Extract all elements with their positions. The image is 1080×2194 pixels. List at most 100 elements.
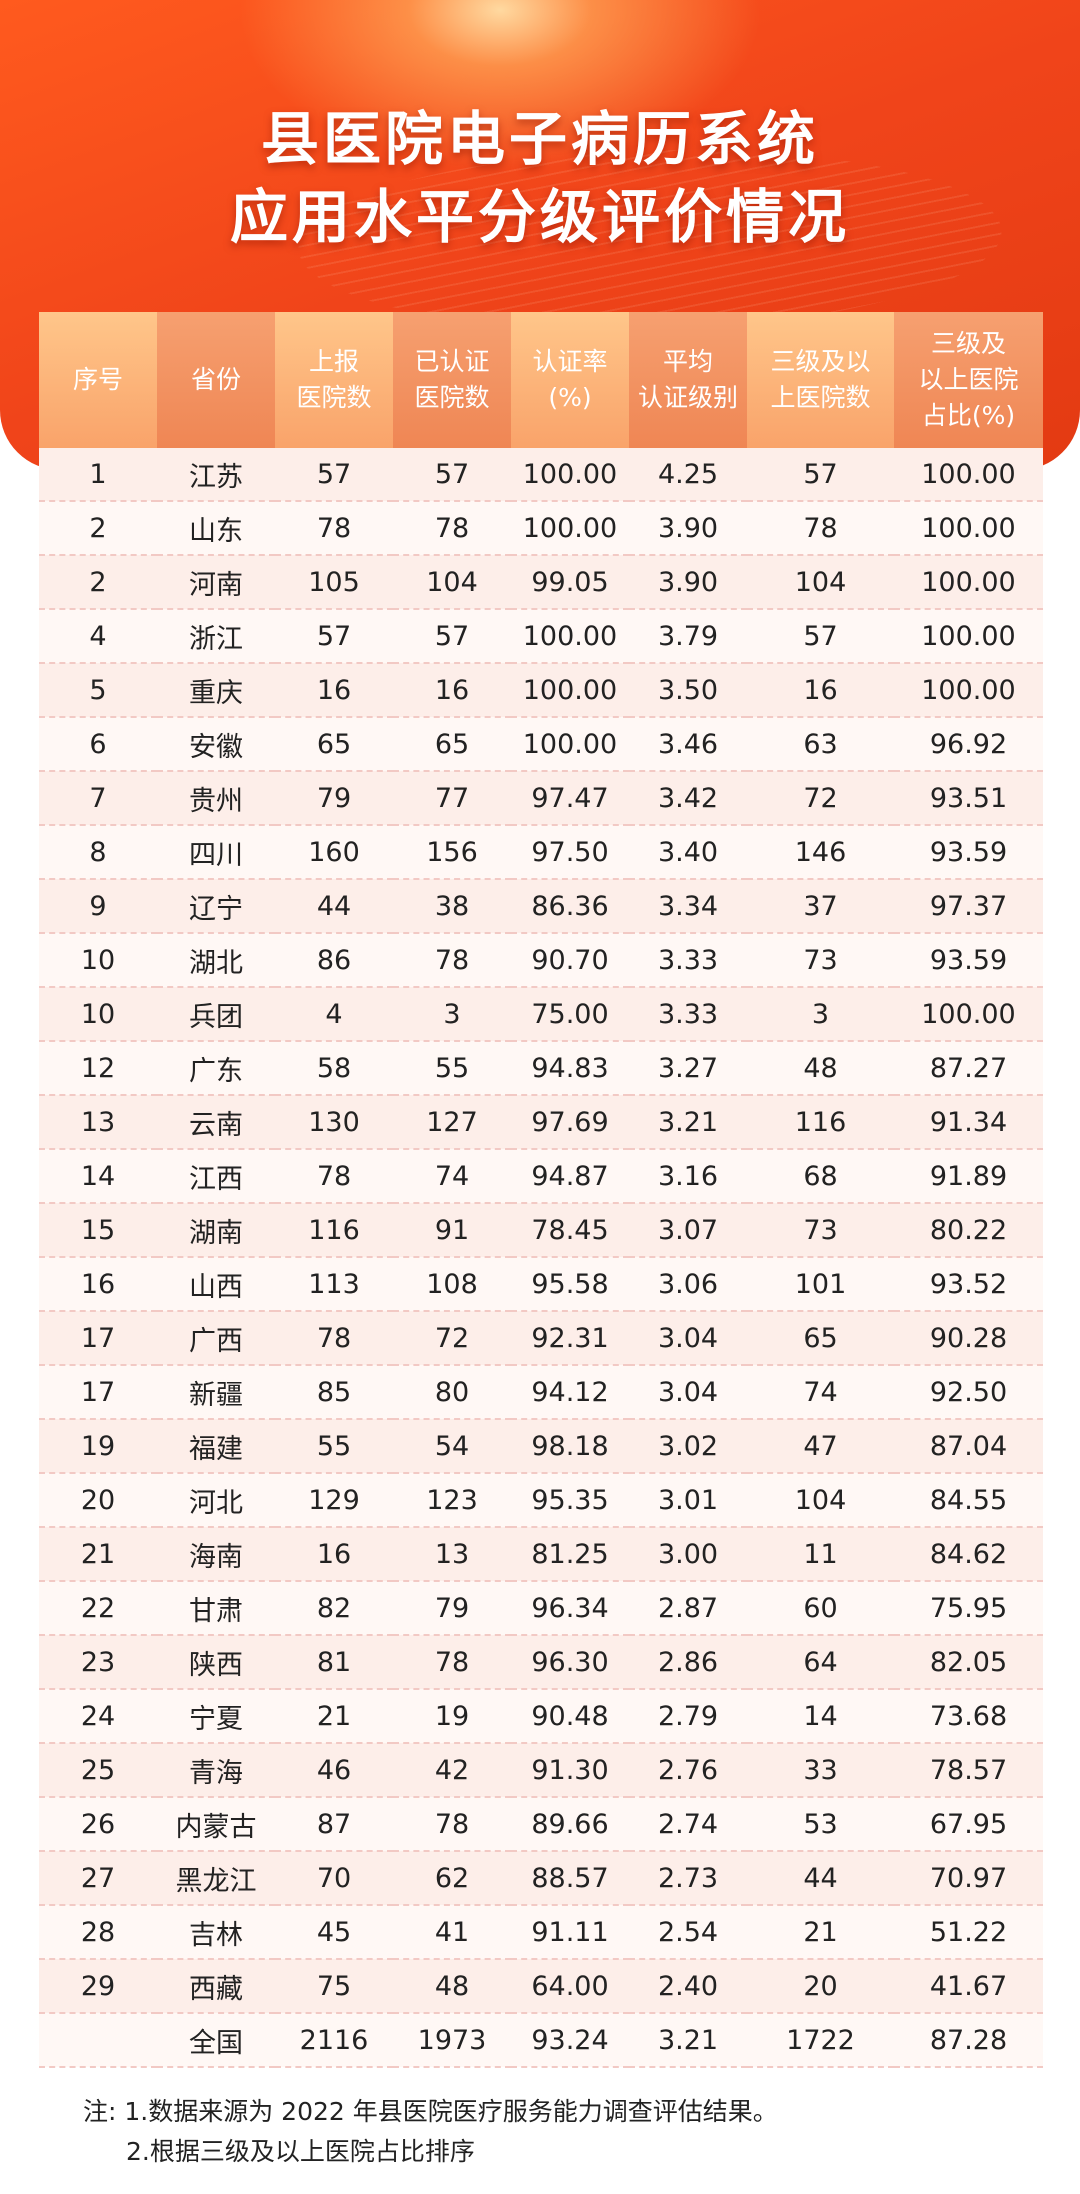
column-header-text: 认证率 [532,347,608,376]
table-cell: 90.28 [894,1311,1043,1366]
table-cell: 西藏 [157,1959,275,2014]
table-cell: 64.00 [511,1959,629,2014]
column-header-text: (%) [548,383,592,412]
column-header-text: 已认证 [414,347,490,376]
table-cell: 70.97 [894,1851,1043,1906]
column-header-text: 医院数 [414,383,490,412]
table-cell: 4.25 [629,448,747,502]
table-cell: 3.90 [629,555,747,610]
table-cell: 3.79 [629,609,747,664]
table-cell: 78 [275,1149,393,1204]
table-cell: 28 [39,1905,157,1960]
table-cell: 14 [39,1149,157,1204]
table-cell: 65 [393,717,511,772]
table-cell: 12 [39,1041,157,1096]
table-cell: 100.00 [511,609,629,664]
footnotes: 注: 1.数据来源为 2022 年县医院医疗服务能力调查评估结果。 2.根据三级… [83,2092,778,2172]
table-cell: 3.06 [629,1257,747,1312]
table-cell: 29 [39,1959,157,2014]
table-cell: 41 [393,1905,511,1960]
table-cell: 79 [393,1581,511,1636]
table-cell: 21 [275,1689,393,1744]
table-cell: 96.34 [511,1581,629,1636]
table-cell: 河北 [157,1473,275,1528]
table-cell: 82.05 [894,1635,1043,1690]
table-cell: 17 [39,1311,157,1366]
column-header-text: 三级及 [930,329,1006,358]
table-cell: 2.74 [629,1797,747,1852]
table-cell: 16 [393,663,511,718]
table-cell: 80.22 [894,1203,1043,1258]
table-cell: 96.92 [894,717,1043,772]
table-cell: 2.79 [629,1689,747,1744]
table-row: 8 四川 160 156 97.50 3.40 146 93.59 [39,825,1043,880]
table-cell: 91.30 [511,1743,629,1798]
table-cell: 1 [39,448,157,502]
table-cell: 45 [275,1905,393,1960]
column-header-text: 三级及以 [770,347,871,376]
table-cell: 129 [275,1473,393,1528]
table-cell: 2116 [275,2013,393,2068]
table-cell: 湖北 [157,933,275,988]
table-cell: 27 [39,1851,157,1906]
table-cell: 云南 [157,1095,275,1150]
table-cell: 101 [747,1257,894,1312]
table-row: 6 安徽 65 65 100.00 3.46 63 96.92 [39,717,1043,772]
table-cell: 10 [39,987,157,1042]
table-cell: 江西 [157,1149,275,1204]
table-row: 1 江苏 57 57 100.00 4.25 57 100.00 [39,448,1043,502]
table-cell: 75.95 [894,1581,1043,1636]
table-cell: 78 [393,1797,511,1852]
table-cell: 3.04 [629,1365,747,1420]
table-cell: 44 [275,879,393,934]
table-row: 26 内蒙古 87 78 89.66 2.74 53 67.95 [39,1797,1043,1852]
table-cell: 130 [275,1095,393,1150]
table-row: 2 河南 105 104 99.05 3.90 104 100.00 [39,555,1043,610]
column-header: 认证率 (%) [511,312,629,448]
table-header-row: 序号 省份 上报 医院数 已认证 医院数 认证率 (%) 平均 认证级别 三级及以 上医院数 三级及 以上… [39,312,1043,448]
table-cell: 33 [747,1743,894,1798]
table-cell: 福建 [157,1419,275,1474]
table-cell: 23 [39,1635,157,1690]
table-cell: 9 [39,879,157,934]
table-cell: 海南 [157,1527,275,1582]
table-cell: 6 [39,717,157,772]
table-cell: 84.55 [894,1473,1043,1528]
table-cell: 87.27 [894,1041,1043,1096]
table-cell: 13 [393,1527,511,1582]
table-cell: 山西 [157,1257,275,1312]
table-cell: 160 [275,825,393,880]
table-cell: 57 [747,448,894,502]
table-cell: 100.00 [894,501,1043,556]
table-cell: 95.35 [511,1473,629,1528]
footnote-2: 2.根据三级及以上医院占比排序 [126,2137,475,2166]
table-cell: 86 [275,933,393,988]
table-cell: 54 [393,1419,511,1474]
table-cell: 3.02 [629,1419,747,1474]
table-cell: 68 [747,1149,894,1204]
table-cell: 辽宁 [157,879,275,934]
column-header-text: 平均 [662,347,713,376]
table-cell: 91.34 [894,1095,1043,1150]
table-cell: 10 [39,933,157,988]
table-cell: 87.28 [894,2013,1043,2068]
table-cell: 108 [393,1257,511,1312]
table-cell: 97.50 [511,825,629,880]
table-cell: 14 [747,1689,894,1744]
table-cell: 浙江 [157,609,275,664]
table-cell: 100.00 [894,555,1043,610]
table-cell: 19 [39,1419,157,1474]
table-cell: 73.68 [894,1689,1043,1744]
page-title-line2: 应用水平分级评价情况 [229,183,850,251]
table-cell: 3.90 [629,501,747,556]
table-cell: 3.16 [629,1149,747,1204]
table-cell: 90.48 [511,1689,629,1744]
column-header-text: 上医院数 [770,383,871,412]
table-row: 10 兵团 4 3 75.00 3.33 3 100.00 [39,987,1043,1042]
table-cell: 78 [393,1635,511,1690]
table-cell: 3.00 [629,1527,747,1582]
column-header: 上报 医院数 [275,312,393,448]
table-cell: 2.54 [629,1905,747,1960]
table-cell: 100.00 [894,448,1043,502]
table-row: 24 宁夏 21 19 90.48 2.79 14 73.68 [39,1689,1043,1744]
